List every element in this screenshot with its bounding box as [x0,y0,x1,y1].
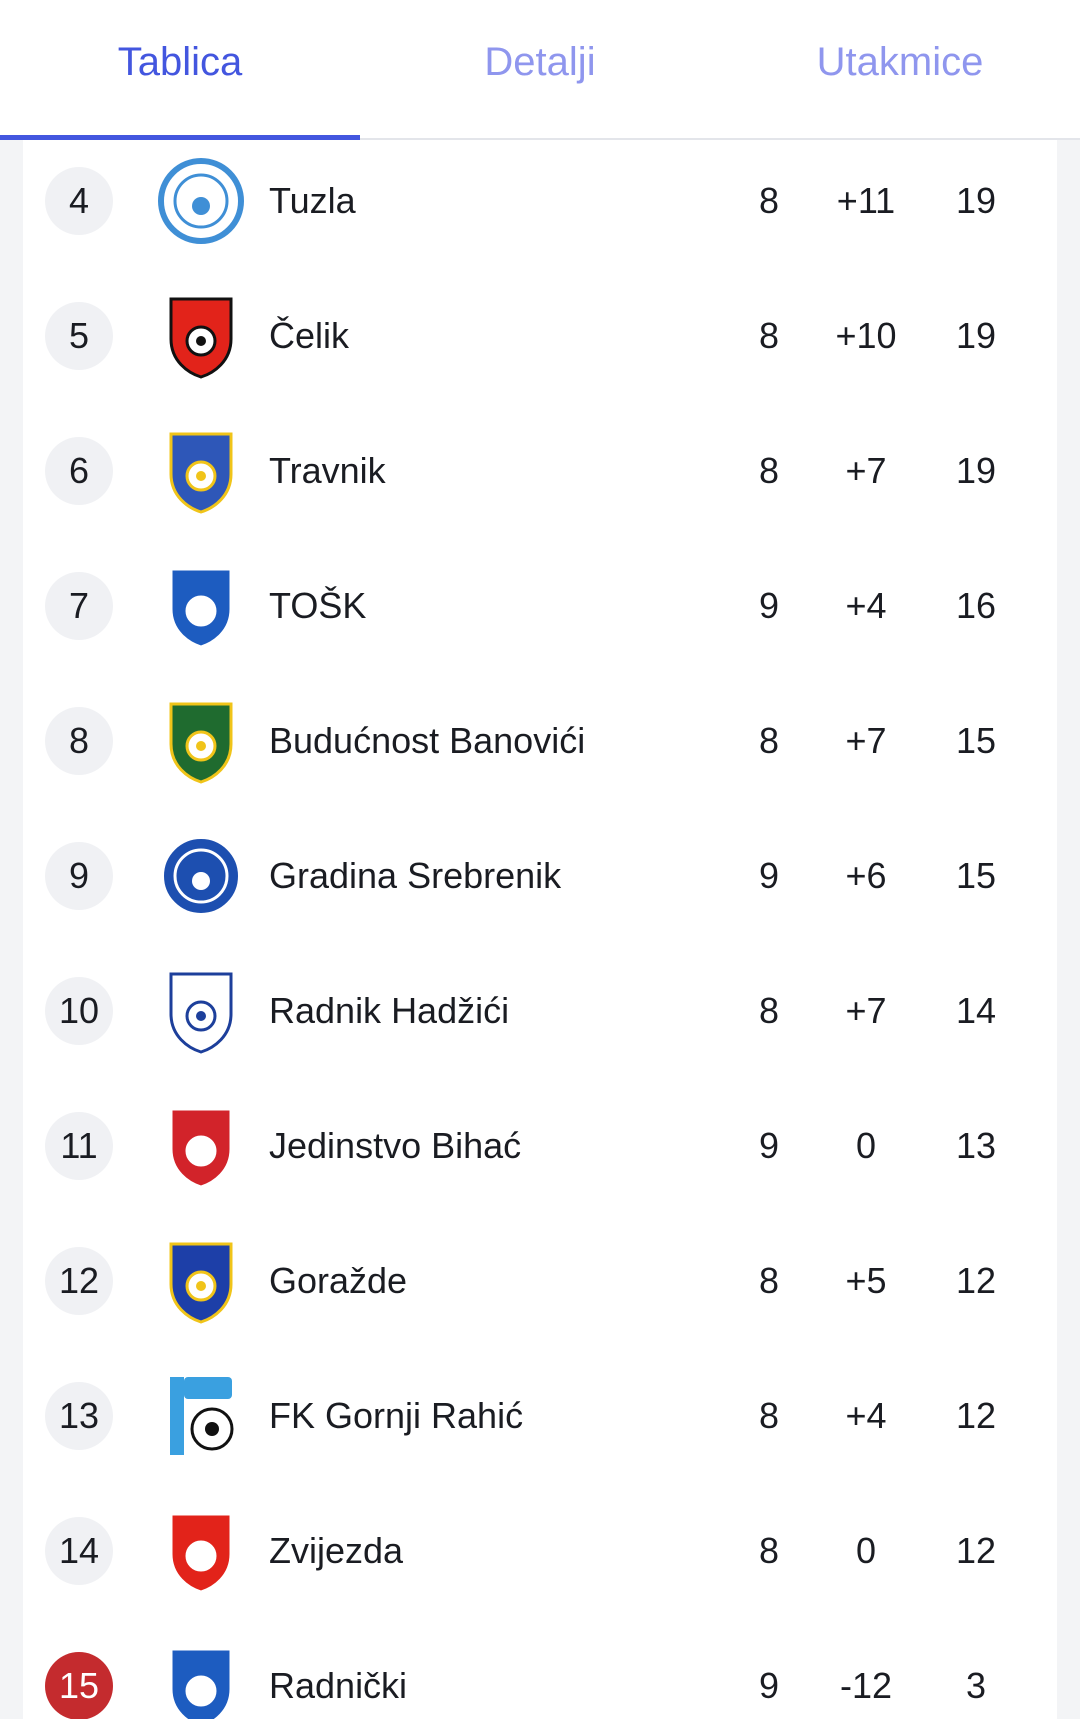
table-row[interactable]: 14 Zvijezda 8 0 12 [23,1483,1057,1618]
tosk-crest-icon [156,561,246,651]
played-value: 8 [758,314,780,356]
rank-badge: 12 [45,1246,113,1315]
rank-badge: 11 [45,1111,113,1180]
table-row[interactable]: 12 Goražde 8 +5 12 [23,1213,1057,1348]
played-value: 9 [758,1664,780,1706]
tab-tablica[interactable]: Tablica [0,0,360,140]
goal-difference-value: +10 [835,314,897,356]
tuzla-city-crest-icon [156,156,246,246]
goal-difference-value: +6 [845,854,887,896]
played-value: 8 [758,1259,780,1301]
tab-detalji[interactable]: Detalji [484,39,596,84]
goal-difference-value: 0 [855,1529,877,1571]
tab-utakmice[interactable]: Utakmice [816,39,984,84]
played-value: 8 [758,449,780,491]
team-name: Jedinstvo Bihać [269,1124,522,1166]
team-name: Zvijezda [269,1529,404,1571]
points-value: 12 [955,1259,997,1301]
played-value: 8 [758,179,780,221]
team-name: Budućnost Banovići [269,719,586,761]
points-value: 3 [965,1664,987,1706]
radnik-crest-icon [156,966,246,1056]
points-value: 15 [955,854,997,896]
team-name: Travnik [269,449,386,491]
rank-badge: 10 [45,976,113,1045]
gornji-rahic-crest-icon [156,1371,246,1461]
table-row[interactable]: 9 Gradina Srebrenik 9 +6 15 [23,808,1057,943]
goal-difference-value: +5 [845,1259,887,1301]
played-value: 8 [758,719,780,761]
tab-bar: Tablica Detalji Utakmice [0,0,1080,140]
table-row[interactable]: 11 Jedinstvo Bihać 9 0 13 [23,1078,1057,1213]
table-row[interactable]: 10 Radnik Hadžići 8 +7 14 [23,943,1057,1078]
goal-difference-value: +11 [836,179,896,221]
rank-badge: 7 [45,571,113,640]
travnik-crest-icon [156,426,246,516]
rank-badge: 5 [45,301,113,370]
points-value: 16 [955,584,997,626]
rank-badge: 13 [45,1381,113,1450]
buducnost-crest-icon [156,696,246,786]
played-value: 8 [758,989,780,1031]
points-value: 13 [955,1124,997,1166]
team-name: TOŠK [269,584,367,626]
team-name: Goražde [269,1259,408,1301]
rank-badge: 6 [45,436,113,505]
team-name: FK Gornji Rahić [269,1394,524,1436]
points-value: 19 [955,314,997,356]
team-name: Tuzla [269,179,356,221]
table-row[interactable]: 15 Radnički 9 -12 3 [23,1618,1057,1719]
played-value: 9 [758,584,780,626]
team-name: Gradina Srebrenik [269,854,562,896]
gorazde-crest-icon [156,1236,246,1326]
points-value: 19 [955,179,997,221]
points-value: 15 [955,719,997,761]
radnicki-crest-icon [156,1641,246,1719]
rank-badge: 14 [45,1516,113,1585]
goal-difference-value: +7 [845,989,887,1031]
standings-table: 4 Tuzla 8 +11 19 5 Čelik 8 +10 19 6 Travnik 8 +7 19 7 TO… [23,140,1057,1719]
team-name: Čelik [269,314,350,356]
rank-badge: 4 [45,166,113,235]
gradina-crest-icon [156,831,246,921]
played-value: 8 [758,1394,780,1436]
goal-difference-value: 0 [855,1124,877,1166]
goal-difference-value: +7 [845,449,887,491]
rank-badge: 9 [45,841,113,910]
table-row[interactable]: 13 FK Gornji Rahić 8 +4 12 [23,1348,1057,1483]
zvijezda-crest-icon [156,1506,246,1596]
goal-difference-value: +4 [845,1394,887,1436]
celik-crest-icon [156,291,246,381]
points-value: 14 [955,989,997,1031]
played-value: 9 [758,1124,780,1166]
table-row[interactable]: 6 Travnik 8 +7 19 [23,403,1057,538]
points-value: 12 [955,1394,997,1436]
points-value: 19 [955,449,997,491]
table-row[interactable]: 5 Čelik 8 +10 19 [23,268,1057,403]
played-value: 8 [758,1529,780,1571]
goal-difference-value: -12 [839,1664,893,1706]
table-row[interactable]: 4 Tuzla 8 +11 19 [23,140,1057,268]
table-row[interactable]: 8 Budućnost Banovići 8 +7 15 [23,673,1057,808]
goal-difference-value: +7 [845,719,887,761]
table-row[interactable]: 7 TOŠK 9 +4 16 [23,538,1057,673]
jedinstvo-crest-icon [156,1101,246,1191]
team-name: Radnički [269,1664,408,1706]
rank-badge: 15 [45,1651,113,1719]
points-value: 12 [955,1529,997,1571]
played-value: 9 [758,854,780,896]
team-name: Radnik Hadžići [269,989,510,1031]
goal-difference-value: +4 [845,584,887,626]
rank-badge: 8 [45,706,113,775]
